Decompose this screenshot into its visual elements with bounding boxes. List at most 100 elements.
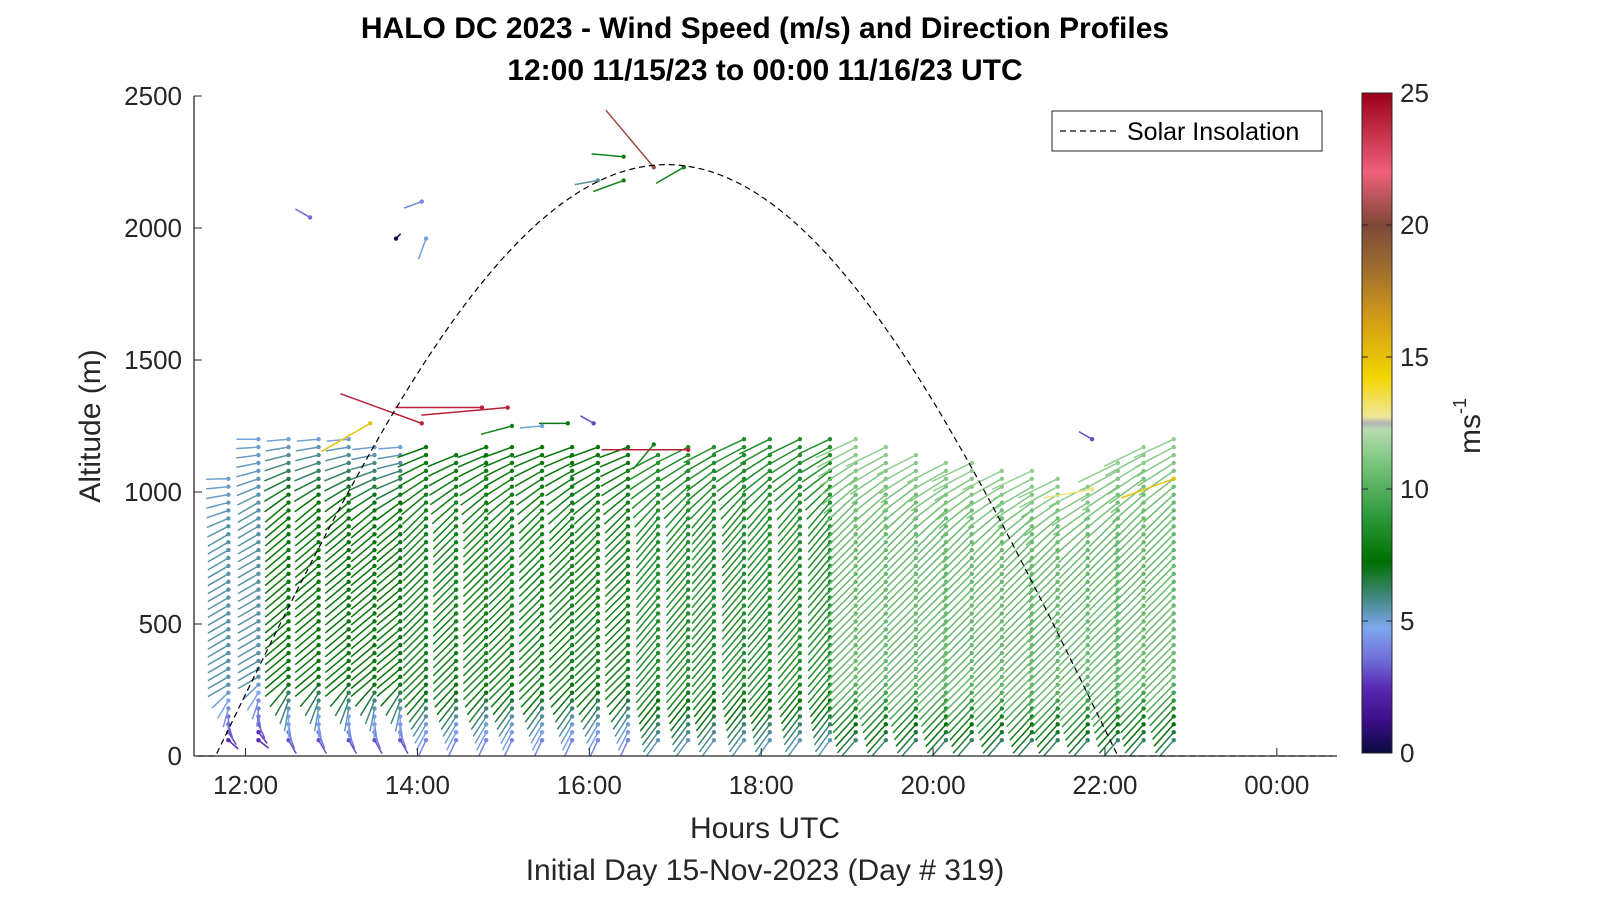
wind-barb: [484, 470, 513, 487]
wind-barb-point: [453, 690, 459, 695]
wind-barb-point: [655, 547, 661, 553]
wind-barb: [462, 509, 487, 534]
wind-barb: [432, 652, 457, 677]
wind-barb: [1138, 470, 1175, 496]
wind-barb: [488, 533, 513, 558]
wind-barb-point: [625, 690, 631, 695]
wind-barb: [294, 660, 320, 682]
x-tick-label: 22:00: [1072, 770, 1137, 800]
wind-barb-point: [453, 619, 459, 624]
wind-barb-point: [423, 484, 429, 489]
wind-barb: [1095, 715, 1119, 741]
wind-barb: [488, 628, 513, 653]
wind-barb-point: [655, 476, 661, 481]
wind-barb: [770, 454, 801, 474]
wind-barb-point: [316, 563, 321, 569]
wind-barb: [394, 708, 401, 732]
wind-barb: [324, 652, 350, 674]
wind-barb: [691, 644, 715, 672]
wind-barb: [1002, 652, 1033, 683]
wind-barb-point: [685, 452, 691, 458]
wind-barb-point: [853, 444, 858, 450]
wind-barb: [1112, 494, 1145, 523]
wind-barb-point: [509, 547, 515, 553]
wind-barb: [487, 502, 513, 525]
wind-barb: [1002, 644, 1033, 675]
wind-barb-point: [1171, 500, 1176, 505]
wind-barb: [942, 652, 973, 683]
wind-barb: [1038, 731, 1059, 754]
wind-barb-point: [423, 500, 429, 505]
wind-barb-point: [685, 603, 691, 608]
wind-barb-point: [509, 619, 515, 624]
wind-barb-point: [286, 476, 291, 481]
wind-barb-point: [685, 619, 691, 624]
wind-barb: [376, 652, 401, 674]
wind-barb-point: [316, 603, 321, 608]
wind-barb: [1144, 644, 1175, 675]
wind-barb: [1088, 652, 1119, 683]
wind-barb: [807, 565, 831, 593]
wind-barb: [364, 700, 376, 725]
wind-barb-point: [767, 444, 772, 450]
wind-barb: [747, 557, 771, 585]
wind-barb: [1144, 589, 1175, 620]
wind-barb-point: [398, 690, 403, 695]
wind-barb: [548, 565, 573, 590]
wind-barb-point: [827, 730, 833, 735]
wind-barb-point: [398, 579, 403, 584]
wind-barb: [256, 708, 260, 727]
wind-barb-point: [398, 563, 403, 569]
wind-barb: [237, 589, 259, 603]
wind-barb-point: [346, 476, 351, 481]
wind-barb-point: [453, 563, 459, 569]
wind-barb-point: [655, 722, 661, 727]
wind-barb: [826, 612, 857, 643]
wind-barb: [691, 676, 715, 704]
wind-barb-point: [1085, 627, 1090, 632]
wind-barb: [776, 494, 801, 521]
wind-barb-point: [226, 642, 231, 648]
wind-barb: [976, 700, 1003, 728]
wind-barb: [974, 692, 1003, 721]
wind-barb: [351, 454, 375, 461]
wind-barb-point: [1055, 619, 1060, 624]
wind-barb-point: [346, 611, 351, 616]
wind-barb-point: [999, 587, 1005, 592]
wind-barb: [488, 525, 513, 550]
wind-barb: [801, 462, 831, 483]
wind-barb-point: [286, 547, 291, 553]
wind-barb: [295, 454, 319, 462]
wind-barb-point: [509, 571, 515, 577]
wind-barb: [294, 525, 320, 547]
wind-barb: [404, 200, 422, 209]
wind-barb: [802, 470, 831, 493]
wind-barb-point: [741, 619, 747, 624]
wind-barb-point: [655, 579, 661, 584]
wind-barb: [784, 731, 801, 753]
wind-barb-point: [423, 516, 429, 521]
wind-barb: [350, 652, 375, 674]
wind-barb: [432, 597, 457, 621]
wind-barb-point: [539, 619, 545, 624]
wind-barb: [462, 557, 487, 582]
wind-barb-point: [1171, 476, 1176, 481]
wind-barb-point: [767, 650, 772, 656]
wind-barb: [264, 509, 290, 531]
wind-barb: [547, 494, 573, 516]
wind-barb: [750, 700, 771, 725]
wind-barb: [1144, 557, 1175, 588]
wind-barb-point: [1141, 524, 1146, 529]
wind-barb-point: [372, 611, 377, 616]
wind-barb-point: [372, 555, 377, 561]
wind-barb: [1088, 565, 1119, 596]
wind-barb: [207, 612, 229, 626]
wind-barb-point: [625, 674, 631, 679]
wind-barb-point: [569, 722, 575, 727]
wind-barb: [398, 470, 427, 487]
wind-barb-point: [655, 539, 661, 545]
wind-barb: [515, 478, 543, 497]
wind-barb: [1019, 486, 1059, 509]
wind-barb: [956, 739, 973, 756]
wind-barb-point: [256, 579, 261, 584]
